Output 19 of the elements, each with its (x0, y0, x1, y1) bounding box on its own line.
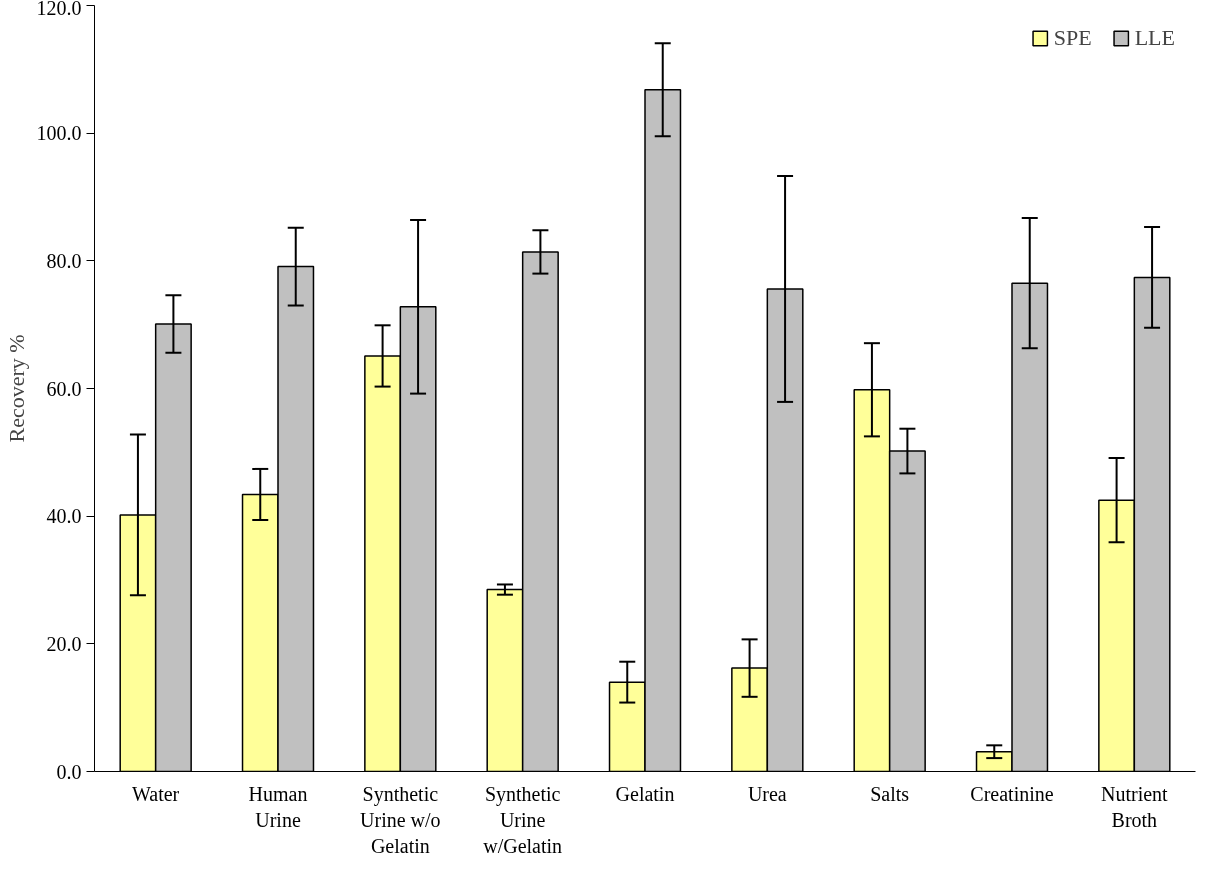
y-axis-title: Recovery % (3, 334, 29, 443)
x-tick-label: Urea (747, 782, 787, 805)
y-tick-label: 80.0 (46, 249, 82, 272)
legend-label: SPE (1053, 25, 1092, 51)
x-tick-label: Salts (870, 782, 910, 805)
y-tick-label: 60.0 (46, 377, 82, 400)
x-tick-label: Water (132, 782, 180, 805)
x-tick-label: Human Urine (248, 782, 308, 831)
x-tick-label: Creatinine (970, 782, 1054, 805)
y-tick-label: 100.0 (36, 122, 82, 145)
y-tick-label: 0.0 (56, 760, 82, 783)
y-tick-label: 40.0 (46, 505, 82, 528)
legend-label: LLE (1134, 25, 1175, 51)
x-tick-label: Synthetic Urine w/Gelatin (483, 782, 563, 858)
y-tick-label: 120.0 (36, 0, 82, 19)
y-tick-label: 20.0 (46, 632, 82, 655)
x-tick-label: Synthetic Urine w/o Gelatin (360, 782, 441, 858)
x-tick-label: Nutrient Broth (1101, 782, 1169, 831)
x-tick-label: Gelatin (615, 782, 675, 805)
